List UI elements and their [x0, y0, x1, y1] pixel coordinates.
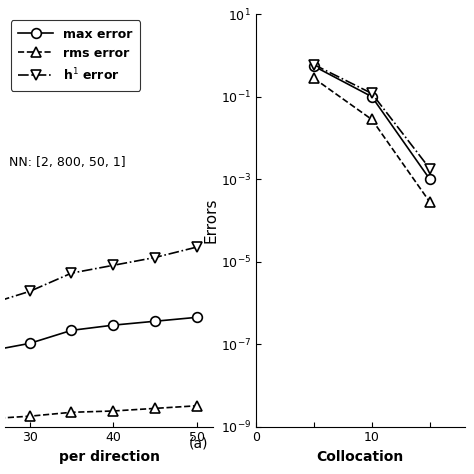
X-axis label: per direction: per direction [58, 450, 160, 464]
X-axis label: Collocation: Collocation [317, 450, 404, 464]
Text: (a): (a) [189, 437, 209, 451]
Text: NN: [2, 800, 50, 1]: NN: [2, 800, 50, 1] [9, 156, 126, 169]
Legend: max error, rms error, h$^1$ error: max error, rms error, h$^1$ error [11, 20, 140, 91]
Y-axis label: Errors: Errors [203, 198, 218, 243]
